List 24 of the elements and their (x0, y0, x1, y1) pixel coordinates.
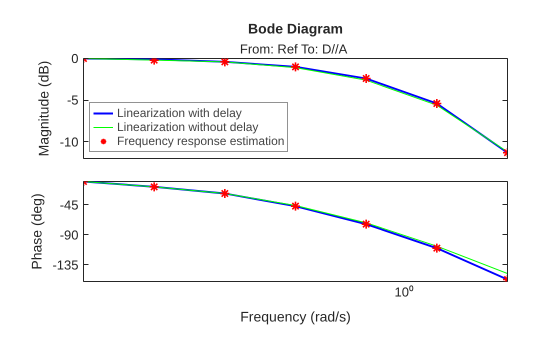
x-axis-title: Frequency (rad/s) (240, 308, 351, 325)
point (432, 242, 442, 254)
chart-subtitle: From: Ref To: D//A (240, 42, 348, 56)
point (432, 98, 442, 109)
y-axis-title: Phase (deg) (28, 193, 44, 270)
point (360, 73, 372, 84)
legend-label: Linearization with delay (117, 106, 242, 120)
point (290, 200, 301, 212)
legend-label: Linearization without delay (117, 120, 258, 134)
y-tick-label: -5 (66, 92, 79, 108)
y-tick-label: -10 (60, 134, 79, 150)
text: 10⁰ (394, 284, 414, 300)
point (220, 58, 230, 68)
chart-title: Bode Diagram (248, 20, 343, 36)
y-tick-label: -90 (60, 227, 79, 242)
y-tick-label: 0 (71, 51, 79, 66)
legend-label: Frequency response estimation (117, 134, 284, 148)
y-tick-label: -135 (52, 257, 79, 272)
point (220, 188, 230, 199)
point (290, 62, 301, 72)
y-tick-label: -45 (60, 197, 79, 212)
y-axis-title: Magnitude (dB) (36, 60, 52, 156)
point (148, 182, 160, 192)
point (360, 218, 372, 230)
